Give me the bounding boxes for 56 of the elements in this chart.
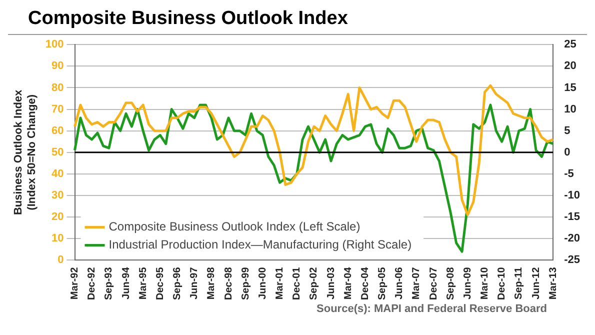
x-tick-label: Sep-05 [377, 266, 388, 300]
x-tick-label: Dec-10 [496, 266, 508, 300]
x-tick-label: Dec-04 [360, 266, 371, 300]
y-tick-label: 80 [52, 82, 64, 94]
chart-title: Composite Business Outlook Index [8, 8, 587, 35]
x-tick-label: Mar-04 [342, 266, 354, 300]
x-tick-label: Jun-97 [189, 266, 200, 300]
y-tick-label: 70 [52, 103, 64, 116]
x-tick-label: Sep-93 [104, 266, 115, 300]
x-tick-label: Jun-00 [257, 266, 268, 300]
y-tick-label: 0 [58, 254, 64, 266]
x-tick-label: Dec-95 [154, 266, 166, 300]
x-tick-label: Jun-03 [326, 266, 337, 300]
x-tick-label: Dec-92 [86, 266, 98, 300]
x-tick-label: Sep-08 [445, 266, 456, 300]
x-tick-label: Jun-12 [530, 266, 542, 300]
x-tick-label: Sep-96 [172, 266, 184, 300]
y-tick-label: 60 [52, 124, 64, 137]
legend-label: Composite Business Outlook Index (Left Scale) [108, 220, 360, 234]
y-tick-label: 90 [52, 60, 64, 72]
x-tick-label: Mar-95 [138, 266, 149, 300]
x-tick-label: Dec-07 [428, 266, 440, 300]
y2-tick-label: 0 [564, 146, 570, 158]
x-tick-label: Mar-07 [411, 266, 422, 300]
x-tick-label: Mar-01 [274, 266, 286, 300]
x-tick-label: Jun-09 [462, 266, 474, 300]
x-tick-label: Jun-06 [394, 266, 406, 300]
y-tick-label: 20 [52, 211, 64, 224]
x-tick-label: Sep-11 [514, 266, 525, 300]
x-tick-label: Dec-01 [292, 266, 303, 300]
y2-tick-label: -15 [564, 211, 580, 224]
y2-tick-label: 20 [564, 60, 576, 72]
x-tick-label: Jun-94 [120, 266, 132, 300]
x-tick-label: Mar-92 [70, 266, 81, 300]
y2-tick-label: -5 [564, 168, 574, 180]
x-tick-label: Sep-99 [240, 266, 252, 300]
y-tick-label: 30 [52, 190, 64, 202]
y-tick-label: 10 [52, 232, 64, 245]
x-tick-label: Mar-98 [206, 266, 218, 300]
x-tick-label: Sep-02 [308, 266, 320, 300]
y2-tick-label: 15 [564, 82, 576, 94]
x-tick-label: Dec-98 [223, 266, 234, 300]
x-tick-label: Mar-13 [548, 266, 559, 300]
y2-tick-label: 10 [564, 103, 576, 116]
y-tick-label: 40 [52, 168, 64, 180]
y2-tick-label: -25 [564, 254, 580, 266]
y-axis-title: Business Outlook Index (Index 50=No Change) [12, 88, 38, 216]
x-tick-label: Mar-10 [480, 266, 491, 300]
y-tick-label: 50 [52, 146, 64, 158]
y-tick-label: 100 [45, 38, 64, 51]
y2-tick-label: 25 [564, 38, 576, 51]
legend-label: Industrial Production Index—Manufacturing (Right Scale) [108, 238, 412, 252]
y2-tick-label: -10 [564, 190, 580, 202]
source-note: Source(s): MAPI and Federal Reserve Board [316, 303, 548, 315]
y2-tick-label: -20 [564, 232, 580, 245]
y2-tick-label: 5 [564, 124, 570, 137]
